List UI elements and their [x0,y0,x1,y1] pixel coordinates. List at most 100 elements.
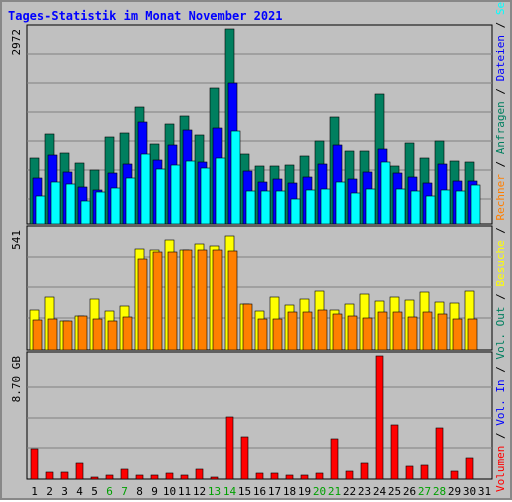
x-tick-label: 1 [31,485,38,498]
legend-seiten: Seiten [494,2,507,15]
x-tick-label: 13 [208,485,221,498]
panel-bottom: 8.70 GB [10,351,493,480]
x-tick-label: 28 [433,485,446,498]
x-axis: 1 2 3 4 5 6 7 8 9 10 11 12 13 14 15 16 17 18 19 20 21 22 23 24 2… [31,485,491,498]
x-tick-label: 9 [151,485,158,498]
x-tick-label: 3 [61,485,68,498]
bar-volumen-day-22 [345,470,354,480]
legend-separator: / [494,360,507,380]
bar-seiten-day-23 [365,188,376,225]
bar-seiten-day-18 [290,198,301,225]
legend-besuche: Besuche [494,240,507,286]
x-tick-label: 31 [478,485,491,498]
bar-seiten-day-21 [335,181,346,225]
bar-seiten-day-26 [410,190,421,225]
legend-separator: / [494,154,507,174]
x-tick-label: 23 [358,485,371,498]
bar-seiten-day-13 [215,157,226,225]
bar-seiten-day-20 [320,188,331,225]
legend-separator: / [494,287,507,307]
bar-seiten-day-7 [125,177,136,225]
bar-seiten-day-2 [50,181,61,225]
x-tick-label: 15 [238,485,251,498]
bar-rechner-day-3 [62,320,73,351]
bar-rechner-day-18 [287,311,298,351]
x-tick-label: 4 [76,485,83,498]
bar-rechner-day-15 [242,303,253,351]
x-tick-label: 30 [463,485,476,498]
bar-rechner-day-17 [272,318,283,351]
bar-seiten-day-5 [95,191,106,225]
bar-volumen-day-19 [300,474,309,480]
bar-volumen-day-5 [90,476,99,480]
x-tick-label: 19 [298,485,311,498]
bar-volumen-day-4 [75,462,84,480]
panel-top: 2972 [10,24,493,225]
bar-rechner-day-22 [347,315,358,351]
bar-rechner-day-13 [212,249,223,351]
bar-rechner-day-26 [407,316,418,351]
panel-middle: 541 [10,225,493,351]
legend-anfragen: Anfragen [494,101,507,154]
bar-seiten-day-3 [65,183,76,225]
bar-seiten-day-9 [155,168,166,225]
bar-volumen-day-29 [450,470,459,480]
bar-volumen-day-23 [360,462,369,480]
x-tick-label: 5 [91,485,98,498]
x-tick-label: 17 [268,485,281,498]
bar-seiten-day-15 [245,190,256,225]
legend-dateien: Dateien [494,35,507,81]
x-tick-label: 29 [448,485,461,498]
legend-volumen: Volumen [494,446,507,492]
x-tick-label: 14 [223,485,237,498]
x-tick-label: 26 [403,485,416,498]
bar-volumen-day-20 [315,472,324,480]
bar-rechner-day-10 [167,251,178,351]
bar-volumen-day-3 [60,471,69,480]
bar-rechner-day-14 [227,250,238,351]
bar-rechner-day-7 [122,316,133,351]
bar-seiten-day-8 [140,153,151,225]
bar-volumen-day-24 [375,355,384,480]
bar-rechner-day-27 [422,311,433,351]
legend-vol-in: Vol. In [494,379,507,425]
panel-bottom-frame [26,351,493,480]
x-tick-label: 25 [388,485,401,498]
bar-seiten-day-1 [35,195,46,225]
bar-volumen-day-13 [210,476,219,480]
x-tick-label: 24 [373,485,387,498]
x-tick-label: 21 [328,485,341,498]
legend-separator: / [494,220,507,240]
bar-seiten-day-12 [200,167,211,225]
bar-volumen-day-18 [285,474,294,480]
y-max-label: 8.70 GB [10,356,23,403]
x-tick-label: 11 [178,485,191,498]
bar-rechner-day-25 [392,311,403,351]
bar-rechner-day-24 [377,311,388,351]
bar-rechner-day-8 [137,258,148,351]
bar-volumen-day-17 [270,472,279,480]
bar-rechner-day-1 [32,319,43,351]
bar-volumen-day-28 [435,427,444,480]
legend-separator: / [494,81,507,101]
bar-volumen-day-10 [165,472,174,480]
legend-rechner: Rechner [494,174,507,221]
bar-volumen-day-27 [420,464,429,480]
legend-vol-out: Vol. Out [494,307,507,360]
bar-rechner-day-4 [77,315,88,351]
bar-volumen-day-7 [120,468,129,480]
bar-rechner-day-20 [317,309,328,351]
bar-volumen-day-16 [255,472,264,480]
x-tick-label: 18 [283,485,296,498]
bar-rechner-day-5 [92,318,103,351]
bar-seiten-day-28 [440,189,451,225]
bar-volumen-day-1 [30,448,39,480]
x-tick-label: 12 [193,485,206,498]
bar-rechner-day-28 [437,313,448,351]
bar-seiten-day-25 [395,188,406,225]
x-tick-label: 6 [106,485,113,498]
bar-seiten-day-4 [80,200,91,225]
legend-separator: / [494,15,507,35]
bar-rechner-day-23 [362,317,373,351]
